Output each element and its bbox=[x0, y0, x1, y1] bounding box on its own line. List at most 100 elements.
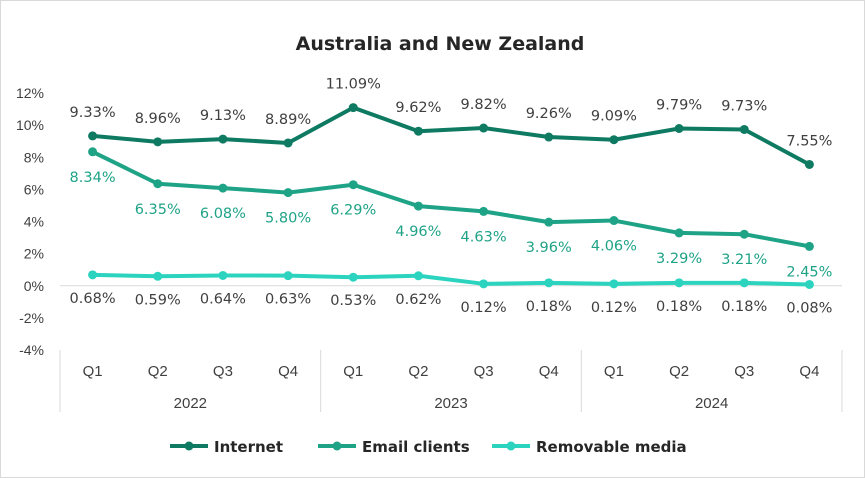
data-label: 9.33% bbox=[70, 105, 116, 121]
data-point bbox=[609, 216, 619, 226]
x-tick-label: Q4 bbox=[799, 363, 819, 380]
data-point bbox=[153, 179, 163, 189]
series-lines bbox=[88, 103, 814, 289]
x-tick-label: Q2 bbox=[669, 363, 689, 380]
data-label: 8.34% bbox=[70, 170, 116, 186]
data-point bbox=[804, 241, 814, 251]
series-line bbox=[91, 149, 810, 249]
legend-marker bbox=[332, 441, 342, 451]
data-point bbox=[153, 137, 163, 147]
data-label: 0.63% bbox=[265, 292, 311, 308]
data-label: 0.53% bbox=[330, 293, 376, 309]
data-point bbox=[544, 132, 554, 142]
data-point bbox=[674, 123, 684, 133]
data-point bbox=[218, 134, 228, 144]
data-label: 6.29% bbox=[330, 203, 376, 219]
data-point bbox=[413, 201, 423, 211]
legend-marker bbox=[506, 441, 516, 451]
data-point bbox=[348, 103, 358, 113]
x-tick-label: Q2 bbox=[408, 363, 428, 380]
data-point bbox=[609, 135, 619, 145]
data-label: 0.64% bbox=[200, 291, 246, 307]
y-tick-label: 10% bbox=[16, 117, 44, 133]
data-point bbox=[544, 278, 554, 288]
y-tick-label: 12% bbox=[16, 85, 44, 101]
data-point bbox=[88, 131, 98, 141]
data-point bbox=[479, 279, 489, 289]
data-point bbox=[674, 228, 684, 238]
x-tick-label: Q1 bbox=[83, 363, 103, 380]
data-label: 9.73% bbox=[721, 98, 767, 114]
data-label: 0.62% bbox=[395, 292, 441, 308]
data-point bbox=[674, 278, 684, 288]
year-label: 2022 bbox=[174, 395, 207, 412]
chart-title: Australia and New Zealand bbox=[296, 33, 585, 55]
legend: Internet Email clients Removable media bbox=[170, 438, 687, 456]
y-tick-label: 8% bbox=[24, 149, 44, 165]
data-point bbox=[479, 206, 489, 216]
year-label: 2023 bbox=[434, 395, 467, 412]
data-point bbox=[218, 270, 228, 280]
data-label: 0.68% bbox=[70, 291, 116, 307]
data-label: 4.96% bbox=[395, 224, 441, 240]
data-label: 9.79% bbox=[656, 97, 702, 113]
data-point bbox=[804, 159, 814, 169]
data-point bbox=[544, 217, 554, 227]
y-tick-label: -2% bbox=[19, 310, 44, 326]
data-point bbox=[479, 123, 489, 133]
y-tick-label: 2% bbox=[24, 246, 44, 262]
series-line bbox=[92, 105, 811, 167]
x-tick-label: Q3 bbox=[474, 363, 494, 380]
y-tick-label: 0% bbox=[24, 278, 44, 294]
data-label: 8.89% bbox=[265, 112, 311, 128]
y-tick-label: 6% bbox=[24, 181, 44, 197]
legend-label: Internet bbox=[214, 438, 283, 456]
data-point bbox=[413, 126, 423, 136]
data-label: 3.96% bbox=[526, 240, 572, 256]
data-label: 8.96% bbox=[135, 111, 181, 127]
data-point bbox=[283, 138, 293, 148]
data-label: 9.82% bbox=[461, 97, 507, 113]
year-label: 2024 bbox=[695, 395, 728, 412]
legend-label: Removable media bbox=[536, 438, 687, 456]
data-label: 0.59% bbox=[135, 292, 181, 308]
data-label: 0.12% bbox=[461, 300, 507, 316]
data-point bbox=[218, 183, 228, 193]
data-label: 0.18% bbox=[721, 299, 767, 315]
x-tick-label: Q4 bbox=[278, 363, 298, 380]
data-point bbox=[739, 124, 749, 134]
x-tick-label: Q4 bbox=[539, 363, 559, 380]
x-tick-label: Q1 bbox=[343, 363, 363, 380]
data-labels: 9.33% 8.96% 9.13% 8.89% 11.09% 9.62% 9.82% 9.26… bbox=[70, 77, 833, 317]
data-point bbox=[739, 229, 749, 239]
data-label: 3.21% bbox=[721, 252, 767, 268]
series-line bbox=[92, 272, 810, 287]
data-label: 2.45% bbox=[786, 264, 832, 280]
data-point bbox=[283, 188, 293, 198]
data-label: 6.35% bbox=[135, 202, 181, 218]
data-label: 9.09% bbox=[591, 109, 637, 125]
data-point bbox=[609, 279, 619, 289]
data-label: 9.62% bbox=[395, 100, 441, 116]
data-label: 5.80% bbox=[265, 211, 311, 227]
data-point bbox=[153, 271, 163, 281]
data-label: 7.55% bbox=[786, 133, 832, 149]
data-label: 0.12% bbox=[591, 300, 637, 316]
data-point bbox=[348, 272, 358, 282]
x-tick-label: Q1 bbox=[604, 363, 624, 380]
data-point bbox=[88, 147, 98, 157]
data-label: 0.18% bbox=[656, 299, 702, 315]
x-tick-label: Q2 bbox=[148, 363, 168, 380]
data-label: 6.08% bbox=[200, 206, 246, 222]
x-tick-label: Q3 bbox=[213, 363, 233, 380]
data-label: 3.29% bbox=[656, 251, 702, 267]
data-point bbox=[804, 279, 814, 289]
data-point bbox=[283, 271, 293, 281]
data-label: 11.09% bbox=[326, 77, 381, 93]
data-point bbox=[739, 278, 749, 288]
data-label: 4.06% bbox=[591, 239, 637, 255]
data-label: 4.63% bbox=[461, 229, 507, 245]
data-point bbox=[413, 271, 423, 281]
